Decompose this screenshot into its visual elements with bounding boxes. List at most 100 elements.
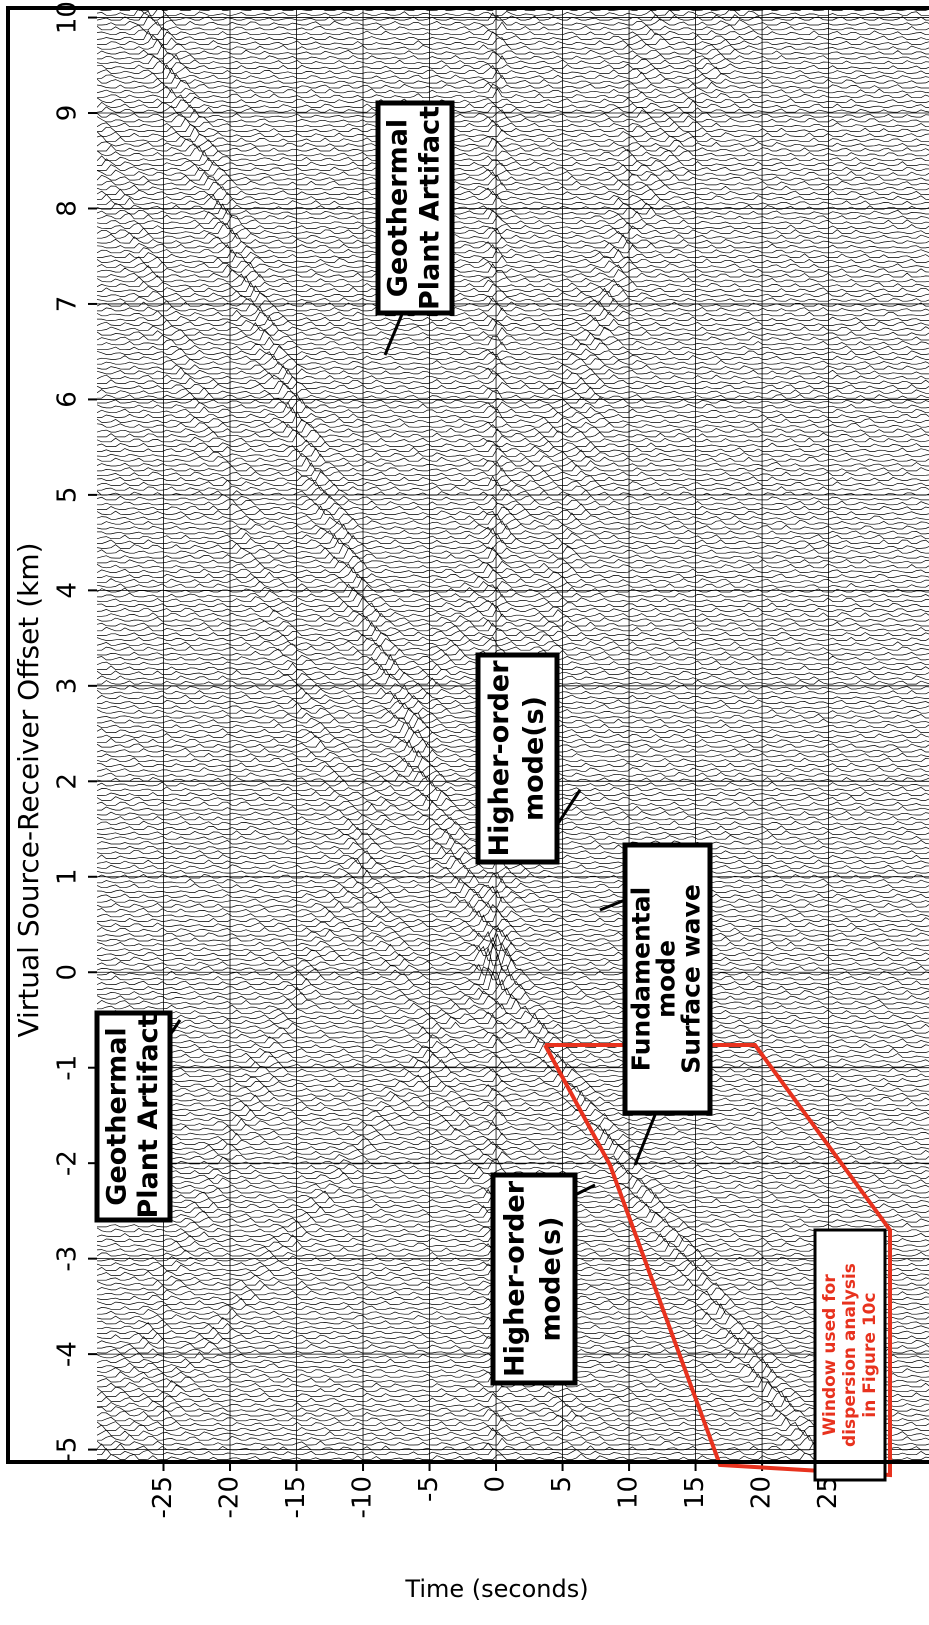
y-tick-label: 20 [747,1476,777,1509]
x-tick-label: -2 [53,1150,83,1176]
y-tick-label: -20 [215,1476,245,1518]
trace [97,1417,929,1426]
trace [97,458,929,467]
y-tick-label: 0 [481,1476,511,1493]
trace [97,172,929,180]
trace [97,1011,929,1019]
trace [97,52,929,59]
trace [97,491,929,500]
trace [97,932,929,946]
trace [97,89,929,98]
annotation-label: Higher-order [500,1180,531,1377]
x-tick-label: 5 [53,487,83,504]
x-tick-label: 10 [53,1,83,34]
trace [97,433,929,442]
y-axis-title: Time (seconds) [404,1575,588,1603]
trace [97,613,929,621]
trace [97,270,929,278]
x-tick-label: 8 [53,200,83,217]
trace [97,944,929,971]
x-axis-title: Virtual Source-Receiver Offset (km) [12,542,45,1037]
trace [97,496,929,505]
window-label: dispersion analysis [840,1263,860,1447]
trace [97,240,929,248]
trace [97,440,929,447]
trace [97,356,929,365]
x-tick-label: 4 [53,582,83,599]
window-label: Window used for [820,1274,840,1436]
trace [97,375,929,384]
trace [97,65,929,74]
y-tick-label: -15 [281,1476,311,1518]
x-tick-label: -1 [53,1055,83,1081]
trace [97,603,929,611]
trace [97,1431,929,1440]
trace [97,298,929,306]
trace [97,366,929,374]
x-tick-label: 2 [53,773,83,790]
trace [97,187,929,195]
trace [97,1069,929,1077]
trace [97,1098,929,1106]
trace [97,158,929,166]
trace [97,547,929,558]
trace [97,1020,929,1028]
trace [97,342,929,350]
trace [97,105,929,112]
annotation-label: Geothermal [383,119,414,297]
trace [97,1031,929,1038]
trace [97,468,929,476]
trace [97,574,929,582]
trace [97,381,929,388]
x-tick-label: 1 [53,868,83,885]
trace [97,482,929,491]
x-tick-label: -4 [53,1341,83,1367]
annotation-label: mode(s) [536,1216,567,1341]
rotated-frame: -5-4-3-2-1012345678910-25-20-15-10-50510… [8,1,929,1603]
annotation-label: mode(s) [518,696,549,821]
y-tick-label: -25 [148,1476,178,1518]
annotation-label: Surface wave [677,884,706,1074]
trace [97,1422,929,1430]
trace [97,443,929,451]
trace [97,560,929,567]
annotation-label: Plant Artifact [133,1014,164,1218]
trace [97,245,929,253]
trace [97,1024,929,1033]
trace [97,84,929,93]
plot-frame [8,8,929,1462]
trace [97,598,929,607]
y-tick-label: 15 [680,1476,710,1509]
trace [97,1442,929,1450]
trace [97,521,929,529]
figure: -5-4-3-2-1012345678910-25-20-15-10-50510… [0,0,929,1625]
trace [97,879,929,888]
x-tick-label: 6 [53,391,83,408]
axes: -5-4-3-2-1012345678910-25-20-15-10-50510… [12,1,929,1603]
x-tick-label: -5 [53,1437,83,1463]
trace [97,419,929,427]
trace [97,633,929,641]
annotation-label: Higher-order [484,660,515,857]
y-tick-label: 10 [614,1476,644,1509]
x-tick-label: 0 [53,964,83,981]
trace [97,292,929,301]
trace [97,448,929,456]
y-tick-label: -5 [414,1476,444,1502]
x-tick-label: 9 [53,105,83,122]
trace [97,274,929,282]
trace [97,312,929,321]
x-tick-label: 7 [53,296,83,313]
trace [97,1074,929,1082]
trace [97,80,929,88]
trace [97,1083,929,1092]
trace [97,909,929,921]
y-tick-label: -10 [348,1476,378,1518]
trace [97,525,929,534]
trace [97,327,929,335]
x-tick-label: -3 [53,1246,83,1272]
annotation-label: Plant Artifact [415,106,446,310]
trace [97,61,929,69]
trace [97,1453,929,1459]
trace [97,394,929,403]
